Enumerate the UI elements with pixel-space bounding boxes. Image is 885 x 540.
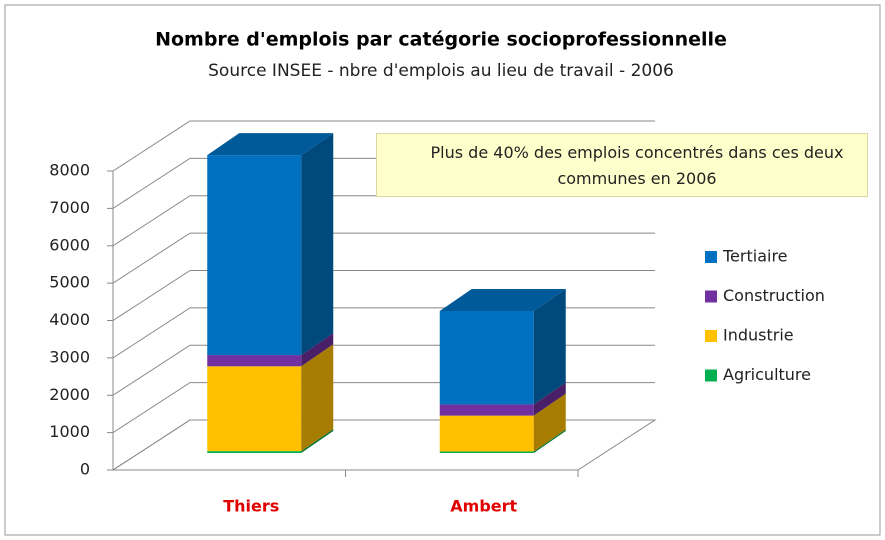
x-tick-label: Ambert xyxy=(450,497,517,516)
bar-front xyxy=(439,415,534,452)
bar-side xyxy=(533,393,566,452)
bar-front xyxy=(207,366,302,452)
legend-swatch xyxy=(705,369,717,382)
bar-side xyxy=(301,133,334,356)
grid-line xyxy=(112,120,655,172)
bar-side xyxy=(301,344,334,452)
legend-swatch xyxy=(705,251,717,263)
bar-side xyxy=(301,429,334,453)
legend-label: Tertiaire xyxy=(722,247,788,266)
bar-side xyxy=(533,288,566,405)
grid-line xyxy=(112,270,655,321)
chart-subtitle: Source INSEE - nbre d'emplois au lieu de… xyxy=(208,61,674,81)
y-tick-label: 3000 xyxy=(49,347,90,366)
y-tick-label: 8000 xyxy=(49,161,90,180)
bar-side xyxy=(301,333,334,367)
bar-front xyxy=(207,355,302,367)
y-tick-label: 6000 xyxy=(49,235,90,254)
x-tick-label: Thiers xyxy=(223,497,279,516)
legend-label: Construction xyxy=(723,286,825,305)
legend-label: Agriculture xyxy=(723,365,811,384)
legend-swatch xyxy=(705,330,717,342)
legend-swatch xyxy=(705,290,717,303)
bar-front xyxy=(207,451,302,453)
annotation: Plus de 40% des emplois concentrés dans … xyxy=(376,133,868,197)
bar-side xyxy=(533,382,566,416)
bar-front xyxy=(439,404,534,416)
grid-line xyxy=(112,232,655,284)
y-tick-label: 1000 xyxy=(49,422,90,441)
legend-label: Industrie xyxy=(723,326,794,345)
floor xyxy=(111,419,657,471)
y-tick-label: 5000 xyxy=(49,273,90,292)
bar-front xyxy=(439,451,534,453)
y-tick-label: 0 xyxy=(80,460,90,479)
y-tick-label: 4000 xyxy=(49,310,90,329)
y-tick-label: 7000 xyxy=(49,198,90,217)
bar-top xyxy=(439,288,566,311)
bar-top xyxy=(207,133,334,156)
bar-side xyxy=(533,429,566,453)
bar-front xyxy=(207,155,302,356)
bar-front xyxy=(439,310,534,405)
y-tick-label: 2000 xyxy=(49,385,90,404)
chart-title: Nombre d'emplois par catégorie socioprof… xyxy=(155,29,727,51)
